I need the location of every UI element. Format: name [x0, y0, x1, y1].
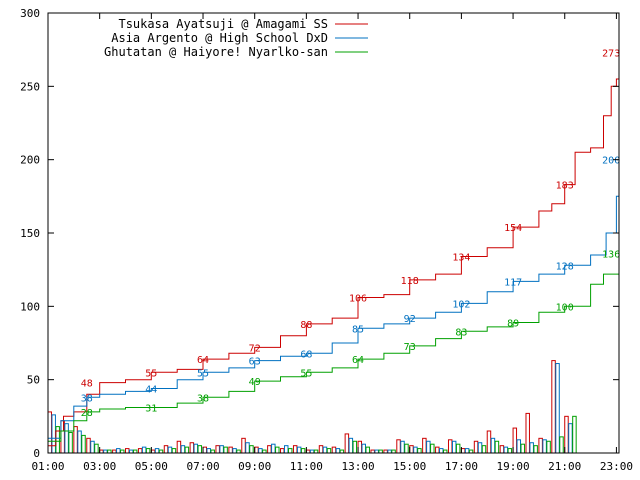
data-label-0-10: 273 [602, 49, 620, 60]
legend-label-1: Asia Argento @ High School DxD [111, 31, 328, 45]
xtick-label-7: 15:00 [393, 460, 426, 473]
ytick-label-3: 150 [20, 227, 40, 240]
data-label-1-6: 92 [404, 314, 416, 325]
ytick-label-1: 50 [27, 374, 40, 387]
data-label-2-5: 64 [352, 355, 364, 366]
data-label-2-6: 73 [404, 342, 416, 353]
bars-layer [47, 360, 577, 454]
axes-layer: 0 50 100 150 200 250 300 01:00 03:00 05:00 07:00 09… [20, 7, 633, 473]
data-label-2-1: 31 [145, 404, 157, 415]
data-label-0-1: 55 [145, 368, 157, 379]
data-label-2-7: 83 [455, 327, 467, 338]
data-label-0-7: 134 [452, 253, 470, 264]
data-label-0-6: 118 [401, 276, 419, 287]
data-label-0-4: 88 [300, 320, 312, 331]
data-label-1-10: 200 [602, 156, 620, 167]
data-label-2-4: 55 [300, 368, 312, 379]
data-label-1-7: 102 [452, 299, 470, 310]
ytick-label-5: 250 [20, 80, 40, 93]
xtick-label-11: 23:00 [600, 460, 633, 473]
data-label-1-0: 38 [81, 393, 93, 404]
data-label-1-8: 117 [504, 277, 522, 288]
data-label-1-3: 63 [249, 357, 261, 368]
data-label-1-5: 85 [352, 324, 364, 335]
xtick-label-5: 11:00 [290, 460, 323, 473]
data-label-2-9: 100 [556, 302, 574, 313]
legend-label-0: Tsukasa Ayatsuji @ Amagami SS [118, 17, 328, 31]
data-label-0-5: 106 [349, 294, 367, 305]
ytick-label-0: 0 [33, 447, 40, 460]
xtick-label-0: 01:00 [31, 460, 64, 473]
data-label-0-8: 154 [504, 223, 522, 234]
data-label-2-0: 28 [81, 408, 93, 419]
data-label-0-2: 64 [197, 355, 209, 366]
ytick-label-2: 100 [20, 300, 40, 313]
xtick-label-3: 07:00 [186, 460, 219, 473]
xtick-label-10: 21:00 [548, 460, 581, 473]
data-label-2-8: 89 [507, 319, 519, 330]
data-label-2-2: 38 [197, 393, 209, 404]
data-label-1-2: 55 [197, 368, 209, 379]
series-line-0 [48, 52, 620, 447]
xtick-label-4: 09:00 [238, 460, 271, 473]
series-line-1 [48, 159, 620, 439]
data-label-1-9: 128 [556, 261, 574, 272]
data-label-1-4: 68 [300, 349, 312, 360]
data-label-0-3: 72 [249, 343, 261, 354]
data-label-0-0: 48 [81, 379, 93, 390]
data-label-2-3: 49 [249, 377, 261, 388]
xtick-label-9: 19:00 [497, 460, 530, 473]
series-line-2 [48, 253, 620, 442]
ytick-label-6: 300 [20, 7, 40, 20]
data-label-1-1: 44 [145, 385, 157, 396]
xtick-label-1: 03:00 [83, 460, 116, 473]
legend-label-2: Ghutatan @ Haiyore! Nyarlko-san [104, 45, 328, 59]
data-label-2-10: 136 [602, 250, 620, 261]
point-labels-layer: 48 55 64 72 88 106 118 134 154 183 273 38 44 55 63 68 85… [81, 49, 620, 419]
lines-layer [48, 52, 620, 447]
ytick-label-4: 200 [20, 154, 40, 167]
xtick-label-8: 17:00 [445, 460, 478, 473]
xtick-label-2: 05:00 [135, 460, 168, 473]
xtick-label-6: 13:00 [341, 460, 374, 473]
data-label-0-9: 183 [556, 181, 574, 192]
